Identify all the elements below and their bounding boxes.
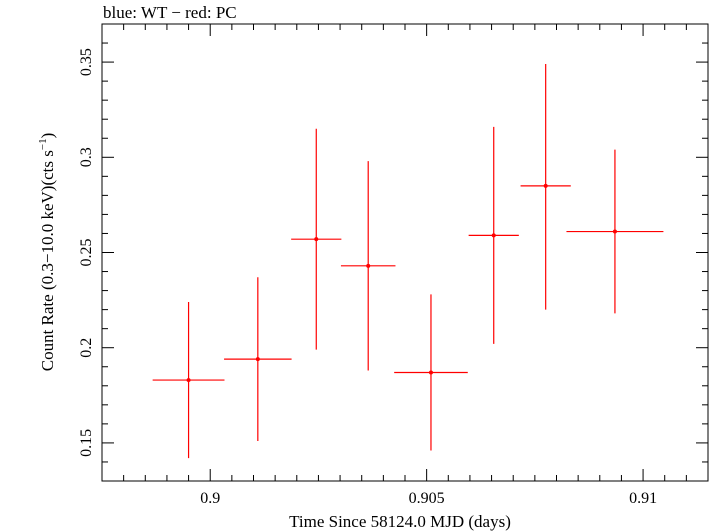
- point-marker: [255, 357, 260, 362]
- data-point: [152, 302, 225, 459]
- data-point: [468, 126, 519, 344]
- y-tick-label: 0.3: [78, 147, 95, 167]
- point-marker: [186, 378, 191, 383]
- point-marker: [314, 237, 319, 242]
- y-tick-label: 0.35: [78, 48, 95, 76]
- y-axis-label: Count Rate (0.3−10.0 keV)(cts s−1): [37, 133, 57, 372]
- point-marker: [366, 263, 371, 268]
- x-tick-label: 0.905: [409, 490, 445, 507]
- y-tick-label: 0.2: [78, 338, 95, 358]
- data-point: [224, 277, 292, 442]
- data-point: [566, 149, 664, 314]
- chart-title: blue: WT − red: PC: [103, 3, 237, 22]
- point-marker: [543, 183, 548, 188]
- y-tick-label: 0.15: [78, 429, 95, 457]
- y-axis-label-close: ): [38, 133, 57, 139]
- y-axis-label-main: Count Rate (0.3−10.0 keV)(cts s: [38, 150, 57, 371]
- data-point: [291, 128, 342, 350]
- x-tick-label: 0.9: [200, 490, 220, 507]
- plot-frame: [101, 23, 709, 482]
- point-marker: [491, 233, 496, 238]
- data-point: [340, 161, 396, 371]
- point-marker: [428, 370, 433, 375]
- y-axis-label-superscript: −1: [37, 138, 49, 150]
- y-tick-label: 0.25: [78, 239, 95, 267]
- x-tick-label: 0.91: [629, 490, 657, 507]
- data-point: [520, 63, 571, 310]
- point-marker: [612, 229, 617, 234]
- data-point: [394, 294, 468, 451]
- x-axis-label: Time Since 58124.0 MJD (days): [289, 512, 511, 531]
